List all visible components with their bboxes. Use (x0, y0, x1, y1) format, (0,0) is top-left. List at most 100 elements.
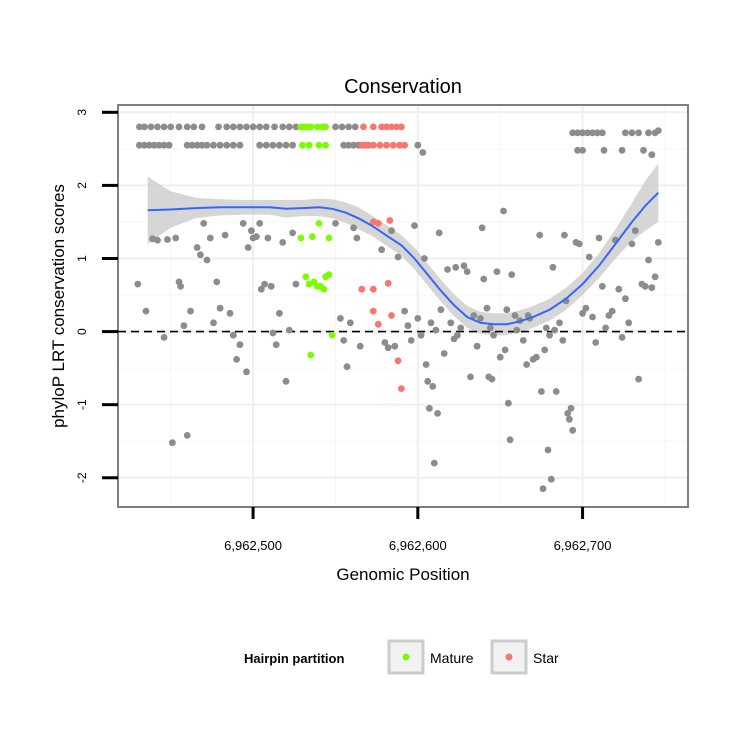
data-point-other (229, 123, 237, 131)
x-tick-label: 6,962,700 (554, 538, 612, 553)
data-point-other (223, 141, 231, 149)
data-point-other (183, 432, 191, 439)
data-point-mature (313, 123, 321, 131)
data-point-other (289, 229, 296, 237)
y-tick-label: 1 (75, 255, 89, 262)
data-point-other (654, 239, 662, 246)
data-point-other (193, 141, 201, 149)
data-point-other (569, 426, 577, 434)
data-point-other (490, 331, 497, 339)
legend-title: Hairpin partition (244, 651, 344, 666)
data-point-other (579, 129, 586, 137)
data-point-star (369, 307, 377, 315)
data-point-other (454, 331, 461, 339)
data-point-other (261, 280, 268, 288)
data-point-other (353, 234, 361, 242)
data-point-star (384, 279, 392, 287)
data-point-other (569, 129, 577, 137)
data-point-other (618, 334, 626, 341)
data-point-other (574, 129, 581, 137)
data-point-other (483, 304, 491, 312)
data-point-other (641, 282, 649, 290)
data-point-other (419, 149, 427, 156)
data-point-star (369, 285, 377, 293)
x-tick-label: 6,962,600 (389, 538, 447, 553)
data-point-other (147, 123, 155, 131)
data-point-star (398, 123, 405, 131)
data-point-other (631, 227, 639, 235)
data-point-star (393, 123, 400, 131)
data-point-other (426, 404, 433, 412)
data-point-other (346, 319, 354, 327)
data-point-mature (315, 141, 323, 149)
data-point-other (432, 326, 440, 334)
data-point-other (145, 141, 153, 149)
data-point-other (622, 295, 629, 303)
data-point-other (256, 141, 264, 149)
x-axis-ticks: 6,962,500 6,962,600 6,962,700 (224, 507, 611, 553)
data-point-other (187, 307, 194, 315)
data-point-other (463, 268, 471, 275)
data-point-other (160, 123, 168, 131)
data-point-other (177, 282, 185, 290)
data-point-other (561, 231, 568, 239)
data-point-other (216, 141, 224, 149)
data-point-other (470, 312, 478, 319)
data-point-other (391, 342, 399, 350)
data-point-other (215, 123, 222, 131)
data-point-other (154, 123, 161, 131)
data-point-other (501, 346, 509, 354)
data-point-other (556, 319, 563, 327)
data-point-mature (297, 234, 305, 242)
data-point-other (496, 353, 504, 361)
data-point-other (598, 129, 606, 137)
data-point-other (424, 377, 432, 385)
data-point-other (282, 141, 290, 149)
data-point-other (289, 141, 296, 149)
data-point-other (223, 123, 231, 131)
y-tick-label: 0 (75, 328, 89, 335)
data-point-other (608, 307, 616, 315)
data-point-other (236, 341, 244, 349)
data-point-other (467, 373, 474, 381)
data-point-other (654, 127, 662, 134)
data-point-other (188, 141, 196, 149)
data-point-star (394, 357, 402, 365)
data-point-other (164, 236, 171, 243)
plot-panel (117, 104, 689, 508)
data-point-other (229, 141, 237, 149)
data-point-other (198, 123, 206, 131)
data-point-other (407, 337, 415, 344)
data-point-other (478, 224, 486, 232)
data-point-other (628, 129, 636, 137)
data-point-other (635, 375, 642, 383)
data-point-other (338, 123, 346, 131)
data-point-other (539, 485, 547, 493)
y-axis-label: phyloP LRT conservation scores (49, 184, 68, 428)
data-point-star (363, 141, 371, 149)
data-point-other (564, 410, 572, 417)
data-point-other (579, 146, 586, 154)
data-point-other (216, 304, 224, 312)
data-point-star (396, 141, 404, 149)
data-point-other (272, 341, 280, 349)
data-point-other (394, 253, 402, 261)
data-point-other (645, 256, 652, 264)
data-point-other (505, 399, 512, 407)
data-point-other (628, 240, 636, 248)
smooth-ribbon (147, 163, 659, 336)
chart-title: Conservation (344, 76, 462, 98)
data-point-other (648, 151, 656, 159)
data-point-other (651, 273, 659, 281)
data-point-other (180, 322, 188, 330)
data-point-mature (325, 234, 333, 242)
x-tick-label: 6,962,500 (224, 538, 282, 553)
data-point-star (401, 141, 408, 149)
data-point-other (345, 123, 352, 131)
data-point-other (136, 141, 143, 149)
data-point-star (383, 141, 390, 149)
data-point-other (282, 377, 290, 385)
legend: Hairpin partition Mature Star (244, 639, 559, 675)
data-point-other (427, 319, 435, 327)
data-point-other (592, 339, 600, 346)
